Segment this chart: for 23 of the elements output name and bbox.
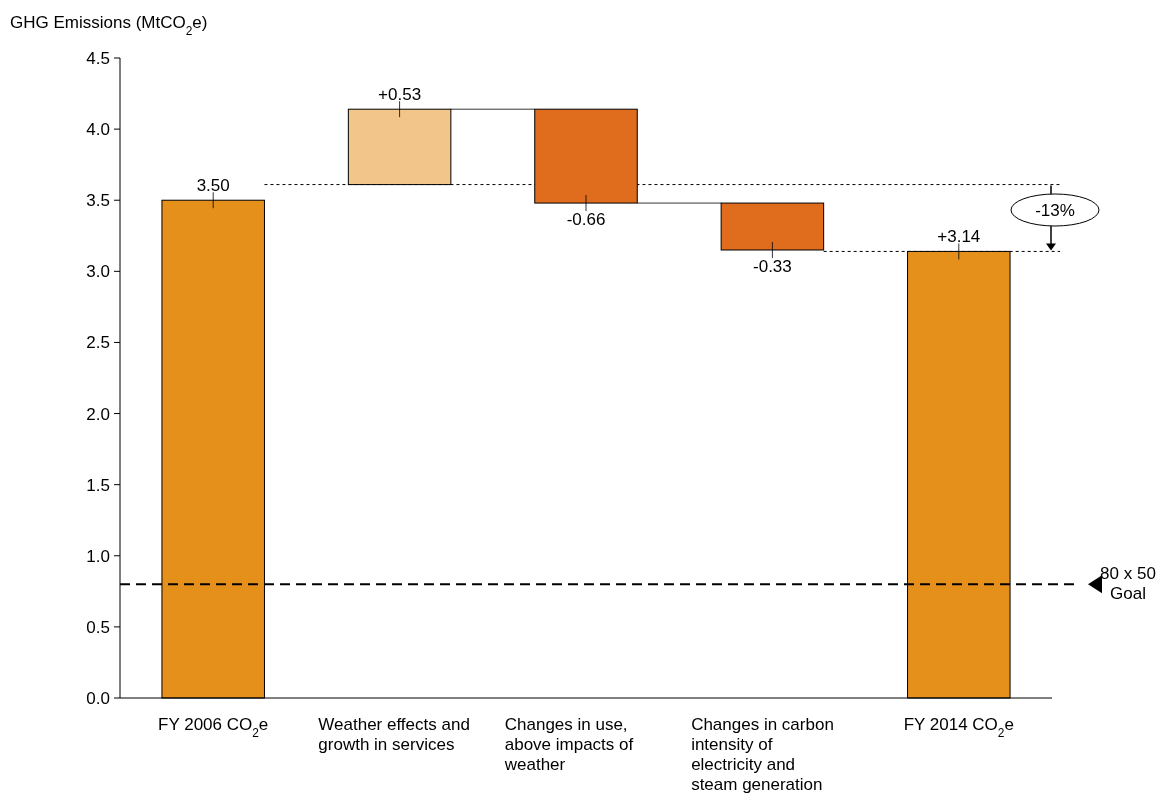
x-tick-label: Changes in carbon intensity of electricity and steam generation [691,715,839,794]
y-tick-label: 3.0 [86,262,110,282]
y-tick-label: 1.5 [86,475,110,495]
x-tick-label: FY 2014 CO$_{2}$e [903,715,1014,740]
y-tick-label: 0.0 [86,689,110,708]
data-label: -0.33 [753,257,792,276]
y-tick-label: 2.0 [86,404,110,424]
y-tick-label: 3.5 [86,191,110,211]
y-tick-label: 2.5 [86,333,110,353]
y-tick-label: 4.0 [86,120,110,140]
x-tick-label: Changes in use, above impacts of weather [503,715,634,774]
y-tick-label: 1.0 [86,546,110,566]
data-label: +3.14 [937,227,981,247]
data-label: +0.53 [378,85,422,105]
y-tick-label: 0.5 [86,617,110,637]
data-label: -0.66 [566,210,606,230]
annotation: -13% [1035,201,1075,220]
data-label: 3.50 [196,176,230,196]
x-tick-label: FY 2006 CO$_{2}$e [158,715,269,740]
y-tick-label: 4.5 [86,49,110,68]
y-axis-title: GHG Emissions (MtCO$_{2}$e) [10,13,208,38]
ref-line-label: 80 x 50 Goal [1100,564,1156,604]
x-tick-label: Weather effects and growth in services [318,715,470,754]
